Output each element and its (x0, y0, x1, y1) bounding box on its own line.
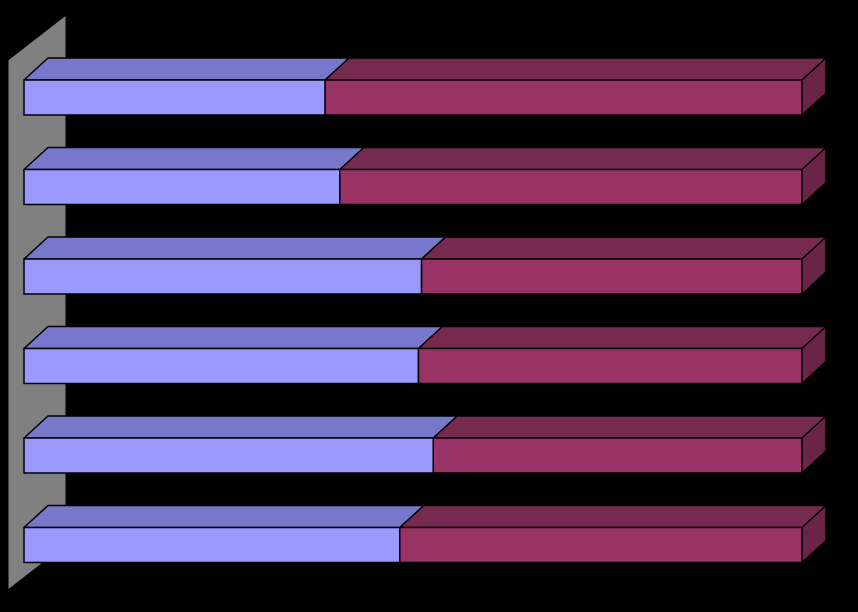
bar-top-face (324, 57, 827, 81)
bar-front-face (23, 258, 423, 295)
bar-side-face (801, 146, 827, 206)
bar-front-face (23, 168, 341, 206)
bar-segment-series-1 (23, 325, 444, 385)
bar-segment-series-2 (324, 57, 827, 116)
bar-segment-series-1 (23, 236, 447, 295)
bar-segment-series-2 (339, 146, 827, 206)
bar-top-face (399, 504, 827, 529)
bar-segment-series-2 (420, 236, 827, 295)
bar-top-face (417, 325, 827, 350)
bar-top-face (432, 415, 827, 439)
bar-row (23, 325, 827, 385)
bar-front-face (339, 168, 803, 206)
bar-top-face (23, 325, 444, 350)
bar-row (23, 415, 827, 474)
bar-row (23, 236, 827, 295)
bar-front-face (23, 526, 401, 564)
bar-front-face (23, 437, 434, 474)
bar-front-face (23, 79, 326, 116)
plot-area (23, 57, 827, 564)
bar-front-face (23, 347, 420, 385)
bar-side-face (801, 57, 827, 116)
bar-segment-series-1 (23, 57, 350, 116)
bar-side-face (801, 415, 827, 474)
bar-front-face (432, 437, 803, 474)
bar-top-face (420, 236, 827, 260)
bar-side-face (801, 236, 827, 295)
bar-segment-series-1 (23, 146, 365, 206)
bar-segment-series-1 (23, 504, 425, 564)
bar-top-face (339, 146, 827, 171)
bar-front-face (417, 347, 803, 385)
bar-side-face (801, 504, 827, 564)
bar-segment-series-2 (432, 415, 827, 474)
bar-top-face (23, 57, 350, 81)
bar-row (23, 57, 827, 116)
bar-front-face (399, 526, 803, 564)
bar-segment-series-2 (399, 504, 827, 564)
bar-row (23, 504, 827, 564)
bar-front-face (420, 258, 803, 295)
bar-segment-series-1 (23, 415, 458, 474)
bar-front-face (324, 79, 803, 116)
bar-side-face (801, 325, 827, 385)
bar-row (23, 146, 827, 206)
bar-segment-series-2 (417, 325, 827, 385)
bar-top-face (23, 504, 425, 529)
bar-top-face (23, 236, 447, 260)
bar-top-face (23, 415, 458, 439)
bar-top-face (23, 146, 365, 171)
